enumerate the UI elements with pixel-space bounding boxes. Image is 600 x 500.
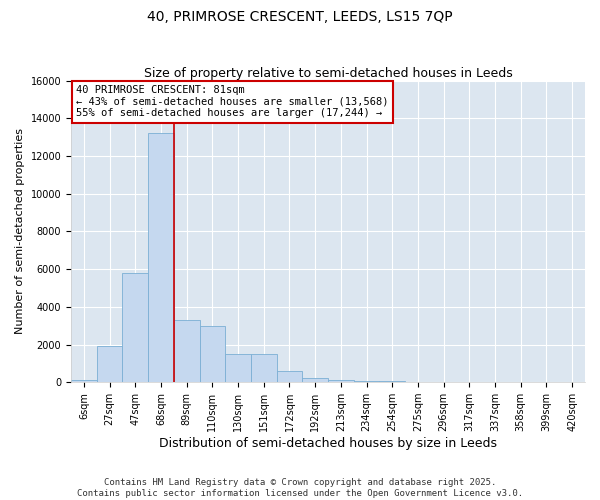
Bar xyxy=(354,380,379,382)
Bar xyxy=(174,320,200,382)
Text: Contains HM Land Registry data © Crown copyright and database right 2025.
Contai: Contains HM Land Registry data © Crown c… xyxy=(77,478,523,498)
Bar xyxy=(277,372,302,382)
Bar xyxy=(302,378,328,382)
Bar xyxy=(200,326,225,382)
Bar xyxy=(251,354,277,382)
X-axis label: Distribution of semi-detached houses by size in Leeds: Distribution of semi-detached houses by … xyxy=(159,437,497,450)
Bar xyxy=(97,346,122,382)
Y-axis label: Number of semi-detached properties: Number of semi-detached properties xyxy=(15,128,25,334)
Text: 40, PRIMROSE CRESCENT, LEEDS, LS15 7QP: 40, PRIMROSE CRESCENT, LEEDS, LS15 7QP xyxy=(147,10,453,24)
Bar xyxy=(122,273,148,382)
Bar xyxy=(148,134,174,382)
Bar xyxy=(225,354,251,382)
Bar xyxy=(328,380,354,382)
Title: Size of property relative to semi-detached houses in Leeds: Size of property relative to semi-detach… xyxy=(143,66,512,80)
Text: 40 PRIMROSE CRESCENT: 81sqm
← 43% of semi-detached houses are smaller (13,568)
5: 40 PRIMROSE CRESCENT: 81sqm ← 43% of sem… xyxy=(76,85,389,118)
Bar xyxy=(71,380,97,382)
